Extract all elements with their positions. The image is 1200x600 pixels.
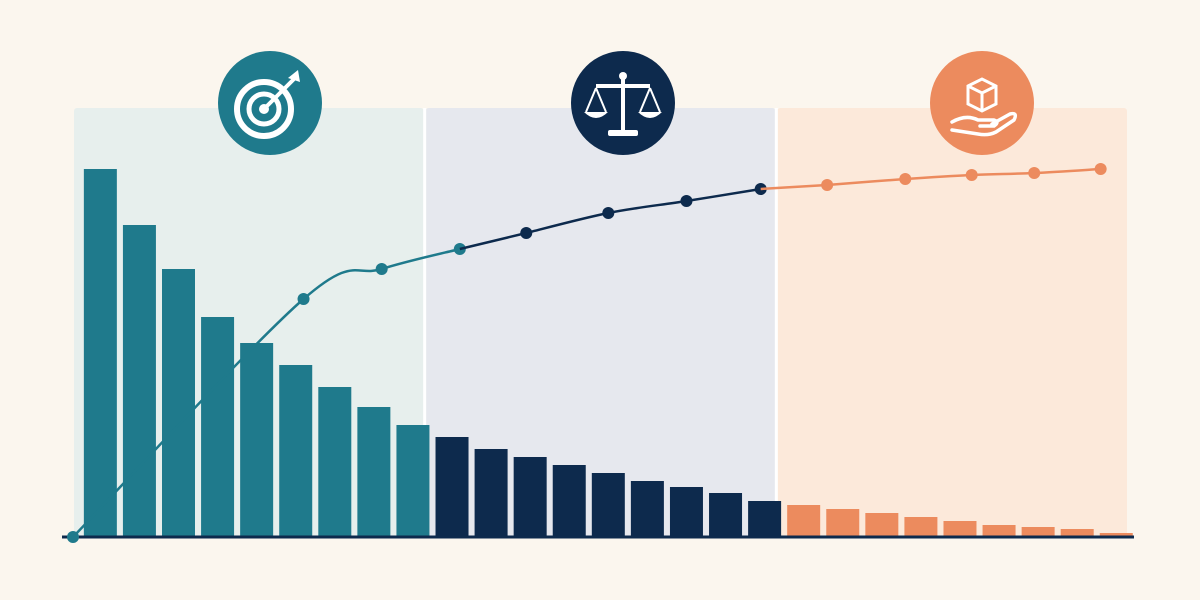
- bar: [318, 387, 352, 537]
- bar: [240, 343, 274, 537]
- line-point: [375, 263, 388, 275]
- bar: [943, 521, 977, 537]
- line-point: [680, 195, 693, 207]
- scales-icon: [571, 51, 675, 155]
- bar: [982, 525, 1016, 537]
- line-point: [67, 531, 79, 543]
- cumulative-line: [72, 247, 461, 538]
- bar: [709, 493, 743, 537]
- line-point: [899, 173, 912, 185]
- line-point: [602, 207, 615, 219]
- zone: [777, 108, 1127, 537]
- line-point: [1094, 163, 1107, 175]
- bar: [669, 487, 703, 537]
- bar: [513, 457, 547, 537]
- zone: [425, 108, 776, 537]
- bar: [357, 407, 391, 537]
- bar: [748, 501, 782, 537]
- line-point: [520, 227, 533, 239]
- bar: [396, 425, 430, 537]
- bar: [122, 225, 156, 537]
- box-hand-icon: [930, 51, 1034, 155]
- target-icon: [218, 51, 322, 155]
- bar: [435, 437, 469, 537]
- line-connector: [459, 231, 527, 251]
- bar: [591, 473, 625, 537]
- bar: [826, 509, 860, 537]
- bar: [1099, 533, 1133, 537]
- bar: [787, 505, 821, 537]
- line-point: [297, 293, 310, 305]
- cumulative-line: [525, 187, 761, 235]
- bar: [474, 449, 508, 537]
- line-point: [821, 179, 834, 191]
- bar: [865, 513, 899, 537]
- line-point: [1028, 167, 1041, 179]
- bar: [279, 365, 313, 537]
- bar: [1060, 529, 1094, 537]
- bar: [904, 517, 938, 537]
- bar: [201, 317, 235, 537]
- bar: [1021, 527, 1055, 537]
- line-connector: [760, 183, 828, 191]
- bar: [162, 269, 195, 537]
- bar: [630, 481, 664, 537]
- bar: [552, 465, 586, 537]
- bar: [83, 169, 117, 537]
- line-point: [965, 169, 978, 181]
